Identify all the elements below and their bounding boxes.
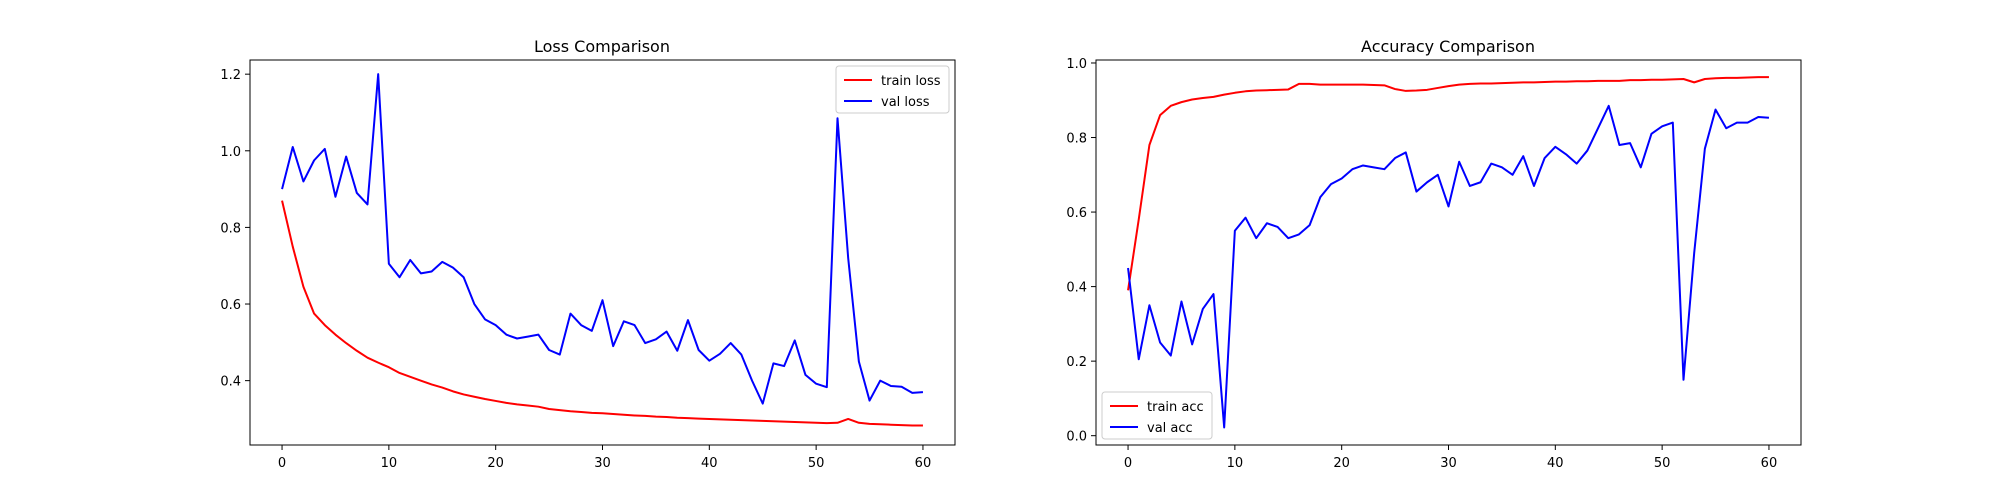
accuracy-ytick-label: 0.6 bbox=[1066, 206, 1087, 221]
loss-xtick-label: 20 bbox=[487, 456, 504, 471]
loss-xtick-label: 30 bbox=[594, 456, 611, 471]
loss-series-val-loss bbox=[281, 73, 924, 405]
accuracy-xtick-label: 10 bbox=[1227, 456, 1244, 471]
loss-legend-label: train loss bbox=[881, 74, 941, 89]
loss-ytick-label: 1.0 bbox=[220, 145, 241, 160]
accuracy-ytick-label: 1.0 bbox=[1066, 57, 1087, 72]
loss-xtick-label: 40 bbox=[701, 456, 718, 471]
accuracy-xtick-label: 30 bbox=[1440, 456, 1457, 471]
accuracy-xtick-label: 20 bbox=[1333, 456, 1350, 471]
loss-xtick-label: 50 bbox=[808, 456, 825, 471]
loss-ytick-label: 0.6 bbox=[220, 298, 241, 313]
accuracy-series-train-acc bbox=[1127, 76, 1769, 291]
accuracy-xtick-label: 0 bbox=[1124, 456, 1132, 471]
loss-xtick-label: 60 bbox=[915, 456, 932, 471]
accuracy-xtick-label: 50 bbox=[1654, 456, 1671, 471]
accuracy-ytick-label: 0.4 bbox=[1066, 281, 1087, 296]
loss-chart: Loss Comparison 0 10 20 30 40 50 60 0.4 0.6 0.8 1.… bbox=[220, 37, 956, 471]
accuracy-xtick-label: 40 bbox=[1547, 456, 1564, 471]
accuracy-series-val-acc bbox=[1127, 104, 1770, 429]
accuracy-ytick-label: 0.0 bbox=[1066, 430, 1087, 445]
loss-axes-frame bbox=[249, 59, 956, 446]
accuracy-chart-title: Accuracy Comparison bbox=[1361, 37, 1535, 56]
accuracy-chart: Accuracy Comparison 0 10 20 30 40 50 60 0.0 0.2 0… bbox=[1066, 37, 1802, 471]
loss-ytick-label: 1.2 bbox=[220, 68, 241, 83]
accuracy-legend-label: val acc bbox=[1147, 421, 1193, 436]
loss-ytick-label: 0.8 bbox=[220, 221, 241, 236]
accuracy-ytick-label: 0.2 bbox=[1066, 355, 1087, 370]
accuracy-ytick-label: 0.8 bbox=[1066, 132, 1087, 147]
loss-series-train-loss bbox=[281, 200, 923, 427]
loss-ytick-label: 0.4 bbox=[220, 375, 241, 390]
loss-chart-title: Loss Comparison bbox=[534, 37, 670, 56]
accuracy-xtick-label: 60 bbox=[1761, 456, 1778, 471]
loss-legend-label: val loss bbox=[881, 95, 930, 110]
accuracy-axes-frame bbox=[1095, 59, 1802, 446]
loss-xtick-label: 10 bbox=[381, 456, 398, 471]
loss-xtick-label: 0 bbox=[278, 456, 286, 471]
accuracy-legend-label: train acc bbox=[1147, 400, 1204, 415]
